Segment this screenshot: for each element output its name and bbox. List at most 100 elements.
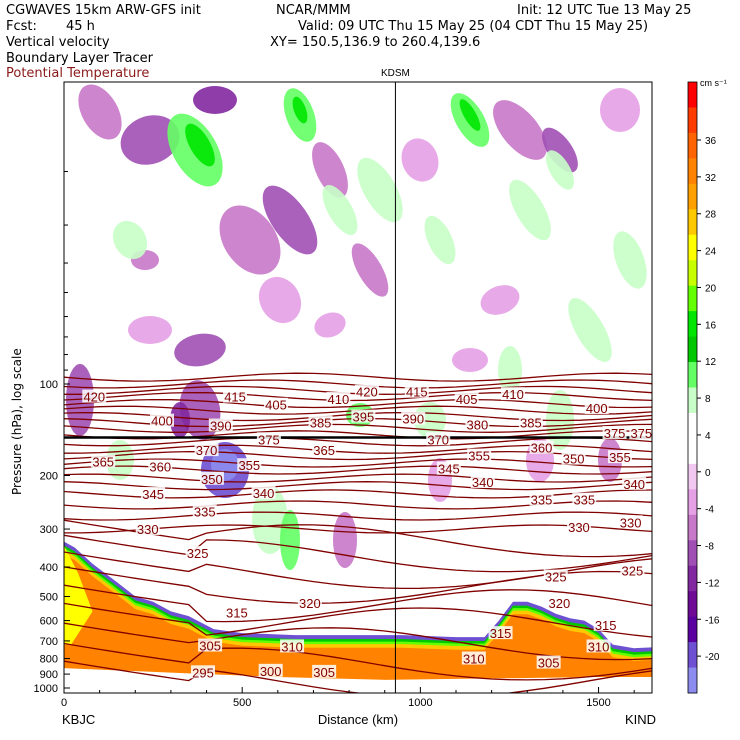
theta-label-background	[607, 450, 632, 464]
fcst-value: 45 h	[66, 19, 95, 34]
theta-label-background	[454, 391, 479, 405]
colorbar-swatch	[688, 285, 697, 312]
theta-label-background	[312, 443, 337, 457]
vertical-velocity-cell	[78, 84, 122, 140]
colorbar-label: 36	[705, 136, 717, 147]
theta-label-background	[629, 426, 652, 440]
potential-temperature-contour	[64, 524, 652, 534]
vertical-velocity-cell	[351, 243, 389, 297]
left-station-label: KBJC	[62, 712, 95, 727]
theta-label: 310	[588, 639, 610, 654]
theta-label: 375	[630, 426, 652, 441]
theta-label: 350	[201, 472, 223, 487]
colorbar-label: 8	[705, 394, 711, 405]
vertical-velocity-cell	[542, 127, 578, 173]
theta-label-background	[297, 595, 322, 609]
theta-label-background	[198, 638, 223, 652]
theta-label: 415	[406, 385, 428, 400]
colorbar-swatch	[688, 260, 697, 287]
theta-label-background	[465, 417, 490, 431]
vertical-velocity-cell	[174, 333, 226, 367]
theta-label-background	[404, 384, 429, 398]
colorbar-frame	[687, 81, 698, 694]
colorbar-label: 0	[705, 468, 711, 479]
vertical-velocity-cell	[401, 138, 439, 182]
y-tick-label: 700	[40, 636, 58, 648]
y-tick-label: 400	[40, 562, 58, 574]
org-label: NCAR/MMM	[276, 3, 351, 18]
vertical-velocity-cell	[314, 312, 346, 338]
theta-label-background	[529, 492, 554, 506]
colorbar-label: 4	[705, 431, 711, 442]
theta-label-background	[501, 387, 526, 401]
theta-label: 405	[265, 398, 287, 413]
potential-temperature-contour	[64, 642, 652, 681]
potential-temperature-contour	[64, 500, 652, 510]
theta-label-background	[572, 492, 597, 506]
theta-label: 315	[490, 626, 512, 641]
theta-label: 300	[260, 664, 282, 679]
right-station-label: KIND	[625, 712, 656, 727]
vertical-velocity-cell	[613, 231, 647, 289]
theta-label: 305	[199, 639, 221, 654]
colorbar-swatch	[688, 311, 697, 338]
colorbar-swatch	[688, 667, 697, 694]
theta-label: 365	[92, 455, 114, 470]
potential-temperature-contour	[64, 450, 652, 461]
theta-label-background	[586, 639, 611, 653]
theta-label: 365	[313, 443, 335, 458]
theta-label-background	[150, 413, 174, 427]
theta-label: 330	[620, 515, 642, 530]
field-vertical-velocity: Vertical velocity	[6, 35, 110, 50]
potential-temperature-contour	[64, 398, 652, 409]
vertical-velocity-cell	[322, 185, 358, 235]
colorbar-swatch	[688, 387, 697, 414]
colorbar-swatch	[688, 489, 697, 516]
field-potential-temperature: Potential Temperature	[6, 66, 150, 81]
theta-label-background	[194, 443, 219, 457]
colorbar-swatch	[688, 234, 697, 261]
colorbar-swatch	[688, 616, 697, 643]
vertical-velocity-cell	[120, 115, 180, 165]
theta-label: 325	[545, 570, 567, 585]
potential-temperature-contour	[64, 372, 652, 382]
colorbar-label: -4	[705, 505, 714, 516]
colorbar-unit: cm s⁻¹	[700, 78, 727, 88]
theta-label: 345	[142, 487, 164, 502]
theta-label-background	[351, 409, 376, 423]
plot-frame	[63, 81, 653, 694]
theta-label: 310	[463, 652, 485, 667]
theta-label: 395	[352, 410, 374, 425]
colorbar-label: 28	[705, 210, 717, 221]
x-tick-label: 1500	[586, 697, 610, 709]
theta-label: 410	[502, 387, 524, 402]
theta-label-background	[256, 432, 281, 446]
theta-label: 335	[194, 505, 216, 520]
vertical-velocity-cell	[219, 205, 281, 275]
colorbar-swatch	[688, 514, 697, 541]
colorbar-label: 20	[705, 283, 717, 294]
vertical-velocity-cell	[66, 364, 94, 436]
y-tick-label: 300	[40, 524, 58, 536]
theta-label: 385	[520, 416, 542, 431]
theta-label-background	[190, 665, 215, 679]
theta-label: 355	[238, 458, 260, 473]
theta-label-background	[584, 401, 609, 415]
theta-label: 390	[210, 419, 232, 434]
vertical-velocity-cell	[452, 348, 488, 372]
potential-temperature-contour	[64, 660, 652, 693]
theta-label: 375	[258, 432, 280, 447]
theta-label: 370	[196, 443, 218, 458]
theta-label: 390	[402, 412, 424, 427]
theta-label-background	[593, 617, 618, 631]
theta-label: 350	[563, 452, 585, 467]
vertical-velocity-cell	[193, 86, 237, 114]
colorbar-swatch	[688, 158, 697, 185]
vertical-velocity-cell	[357, 157, 403, 223]
x-axis-label: Distance (km)	[318, 712, 398, 727]
colorbar-swatch	[688, 540, 697, 567]
colorbar-swatch	[688, 336, 697, 363]
theta-label-background	[312, 664, 337, 678]
model-title: CGWAVES 15km ARW-GFS init	[6, 3, 201, 18]
